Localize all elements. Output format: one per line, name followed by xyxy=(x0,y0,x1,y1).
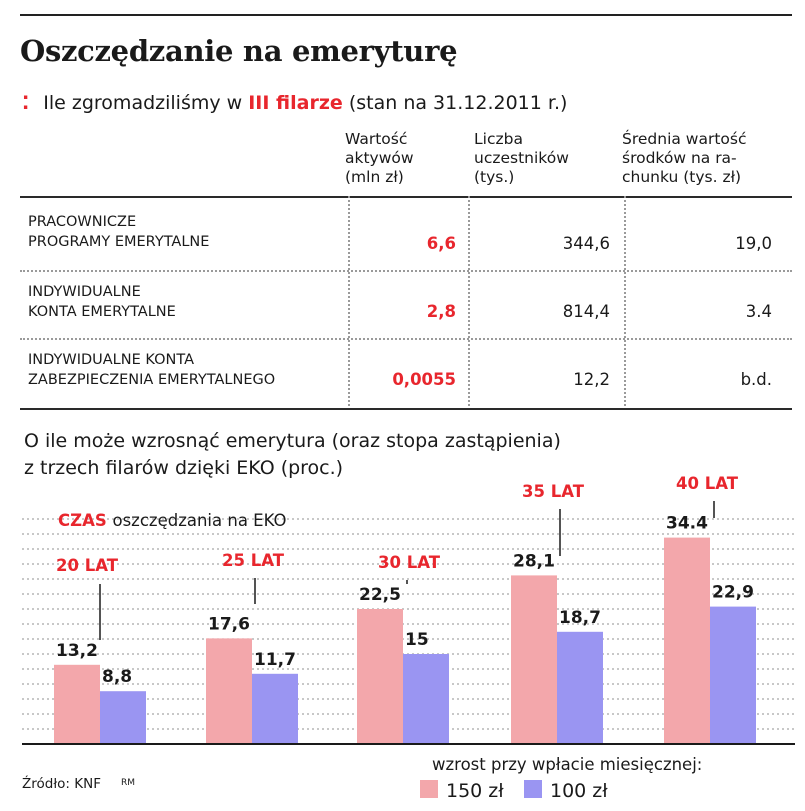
source-text: Źródło: KNF xyxy=(22,776,101,792)
data-label: 17,6 xyxy=(208,614,250,634)
data-label: 11,7 xyxy=(254,650,296,670)
category-axis-label: CZAS oszczędzania na EKO xyxy=(58,511,287,530)
data-label: 22,5 xyxy=(359,585,401,605)
cell-ikze-assets: 0,0055 xyxy=(392,370,456,389)
category-label: 40 LAT xyxy=(676,474,739,493)
row-divider xyxy=(20,270,792,272)
legend-swatch xyxy=(420,780,438,798)
bar-series1 xyxy=(206,638,252,744)
bar-series2 xyxy=(100,691,146,744)
bar-series1 xyxy=(357,609,403,744)
author-initials: RM xyxy=(120,778,136,788)
data-label: 13,2 xyxy=(56,641,98,661)
data-label: 28,1 xyxy=(513,551,555,571)
legend-swatch xyxy=(524,780,542,798)
column-divider xyxy=(624,196,626,410)
bullet-icon: ⁚ xyxy=(22,92,30,114)
row-label-ikze: INDYWIDUALNE KONTA ZABEZPIECZENIA EMERYTA… xyxy=(28,352,276,388)
cell-ppe-participants: 344,6 xyxy=(562,234,610,253)
legend-title: wzrost przy wpłacie miesięcznej: xyxy=(432,755,702,774)
row-label-ppe: PRACOWNICZE PROGRAMY EMERYTALNE xyxy=(28,214,210,250)
header-participants: Liczba uczestników (tys.) xyxy=(474,130,569,186)
data-label: 34.4 xyxy=(666,514,708,534)
bar-series2 xyxy=(710,606,756,744)
row-divider xyxy=(20,338,792,340)
bar-series2 xyxy=(403,654,449,744)
table-subtitle: ⁚ Ile zgromadziliśmy w III filarze (stan… xyxy=(22,92,567,114)
table-bottom-rule xyxy=(20,408,792,410)
cell-ike-average: 3.4 xyxy=(745,302,772,321)
row-label-ike: INDYWIDUALNE KONTA EMERYTALNE xyxy=(28,284,176,320)
data-label: 15 xyxy=(405,630,429,650)
cell-ppe-average: 19,0 xyxy=(735,234,772,253)
category-label: 25 LAT xyxy=(222,551,285,570)
header-average: Średnia wartość środków na ra-chunku (tys… xyxy=(622,130,747,186)
category-label: 30 LAT xyxy=(378,553,441,572)
column-divider xyxy=(468,196,470,410)
bar-series1 xyxy=(54,664,100,744)
legend-label: 100 zł xyxy=(550,780,608,802)
bar-series2 xyxy=(252,673,298,744)
data-label: 18,7 xyxy=(559,608,601,628)
column-divider xyxy=(348,196,350,410)
subtitle-prefix: Ile zgromadziliśmy w xyxy=(43,92,243,114)
table-header-rule xyxy=(20,196,792,198)
page-title: Oszczędzanie na emeryturę xyxy=(20,34,458,68)
data-label: 22,9 xyxy=(712,583,754,603)
cell-ppe-assets: 6,6 xyxy=(426,234,456,253)
legend-label: 150 zł xyxy=(446,780,504,802)
subtitle-suffix: (stan na 31.12.2011 r.) xyxy=(348,92,568,114)
cell-ike-assets: 2,8 xyxy=(426,302,456,321)
top-rule xyxy=(20,14,792,16)
cell-ikze-average: b.d. xyxy=(740,370,772,389)
cell-ike-participants: 814,4 xyxy=(562,302,610,321)
bar-series1 xyxy=(511,575,557,744)
subtitle-highlight: III filarze xyxy=(248,92,343,114)
bar-series2 xyxy=(557,631,603,744)
source-note: Źródło: KNF RM xyxy=(22,776,135,792)
category-label: 20 LAT xyxy=(56,556,119,575)
chart-title: O ile może wzrosnąć emerytura (oraz stop… xyxy=(24,430,561,479)
cell-ikze-participants: 12,2 xyxy=(573,370,610,389)
bar-series1 xyxy=(664,537,710,744)
category-label: 35 LAT xyxy=(522,482,585,501)
header-assets: Wartość aktywów (mln zł) xyxy=(345,130,414,186)
data-label: 8,8 xyxy=(102,667,132,687)
